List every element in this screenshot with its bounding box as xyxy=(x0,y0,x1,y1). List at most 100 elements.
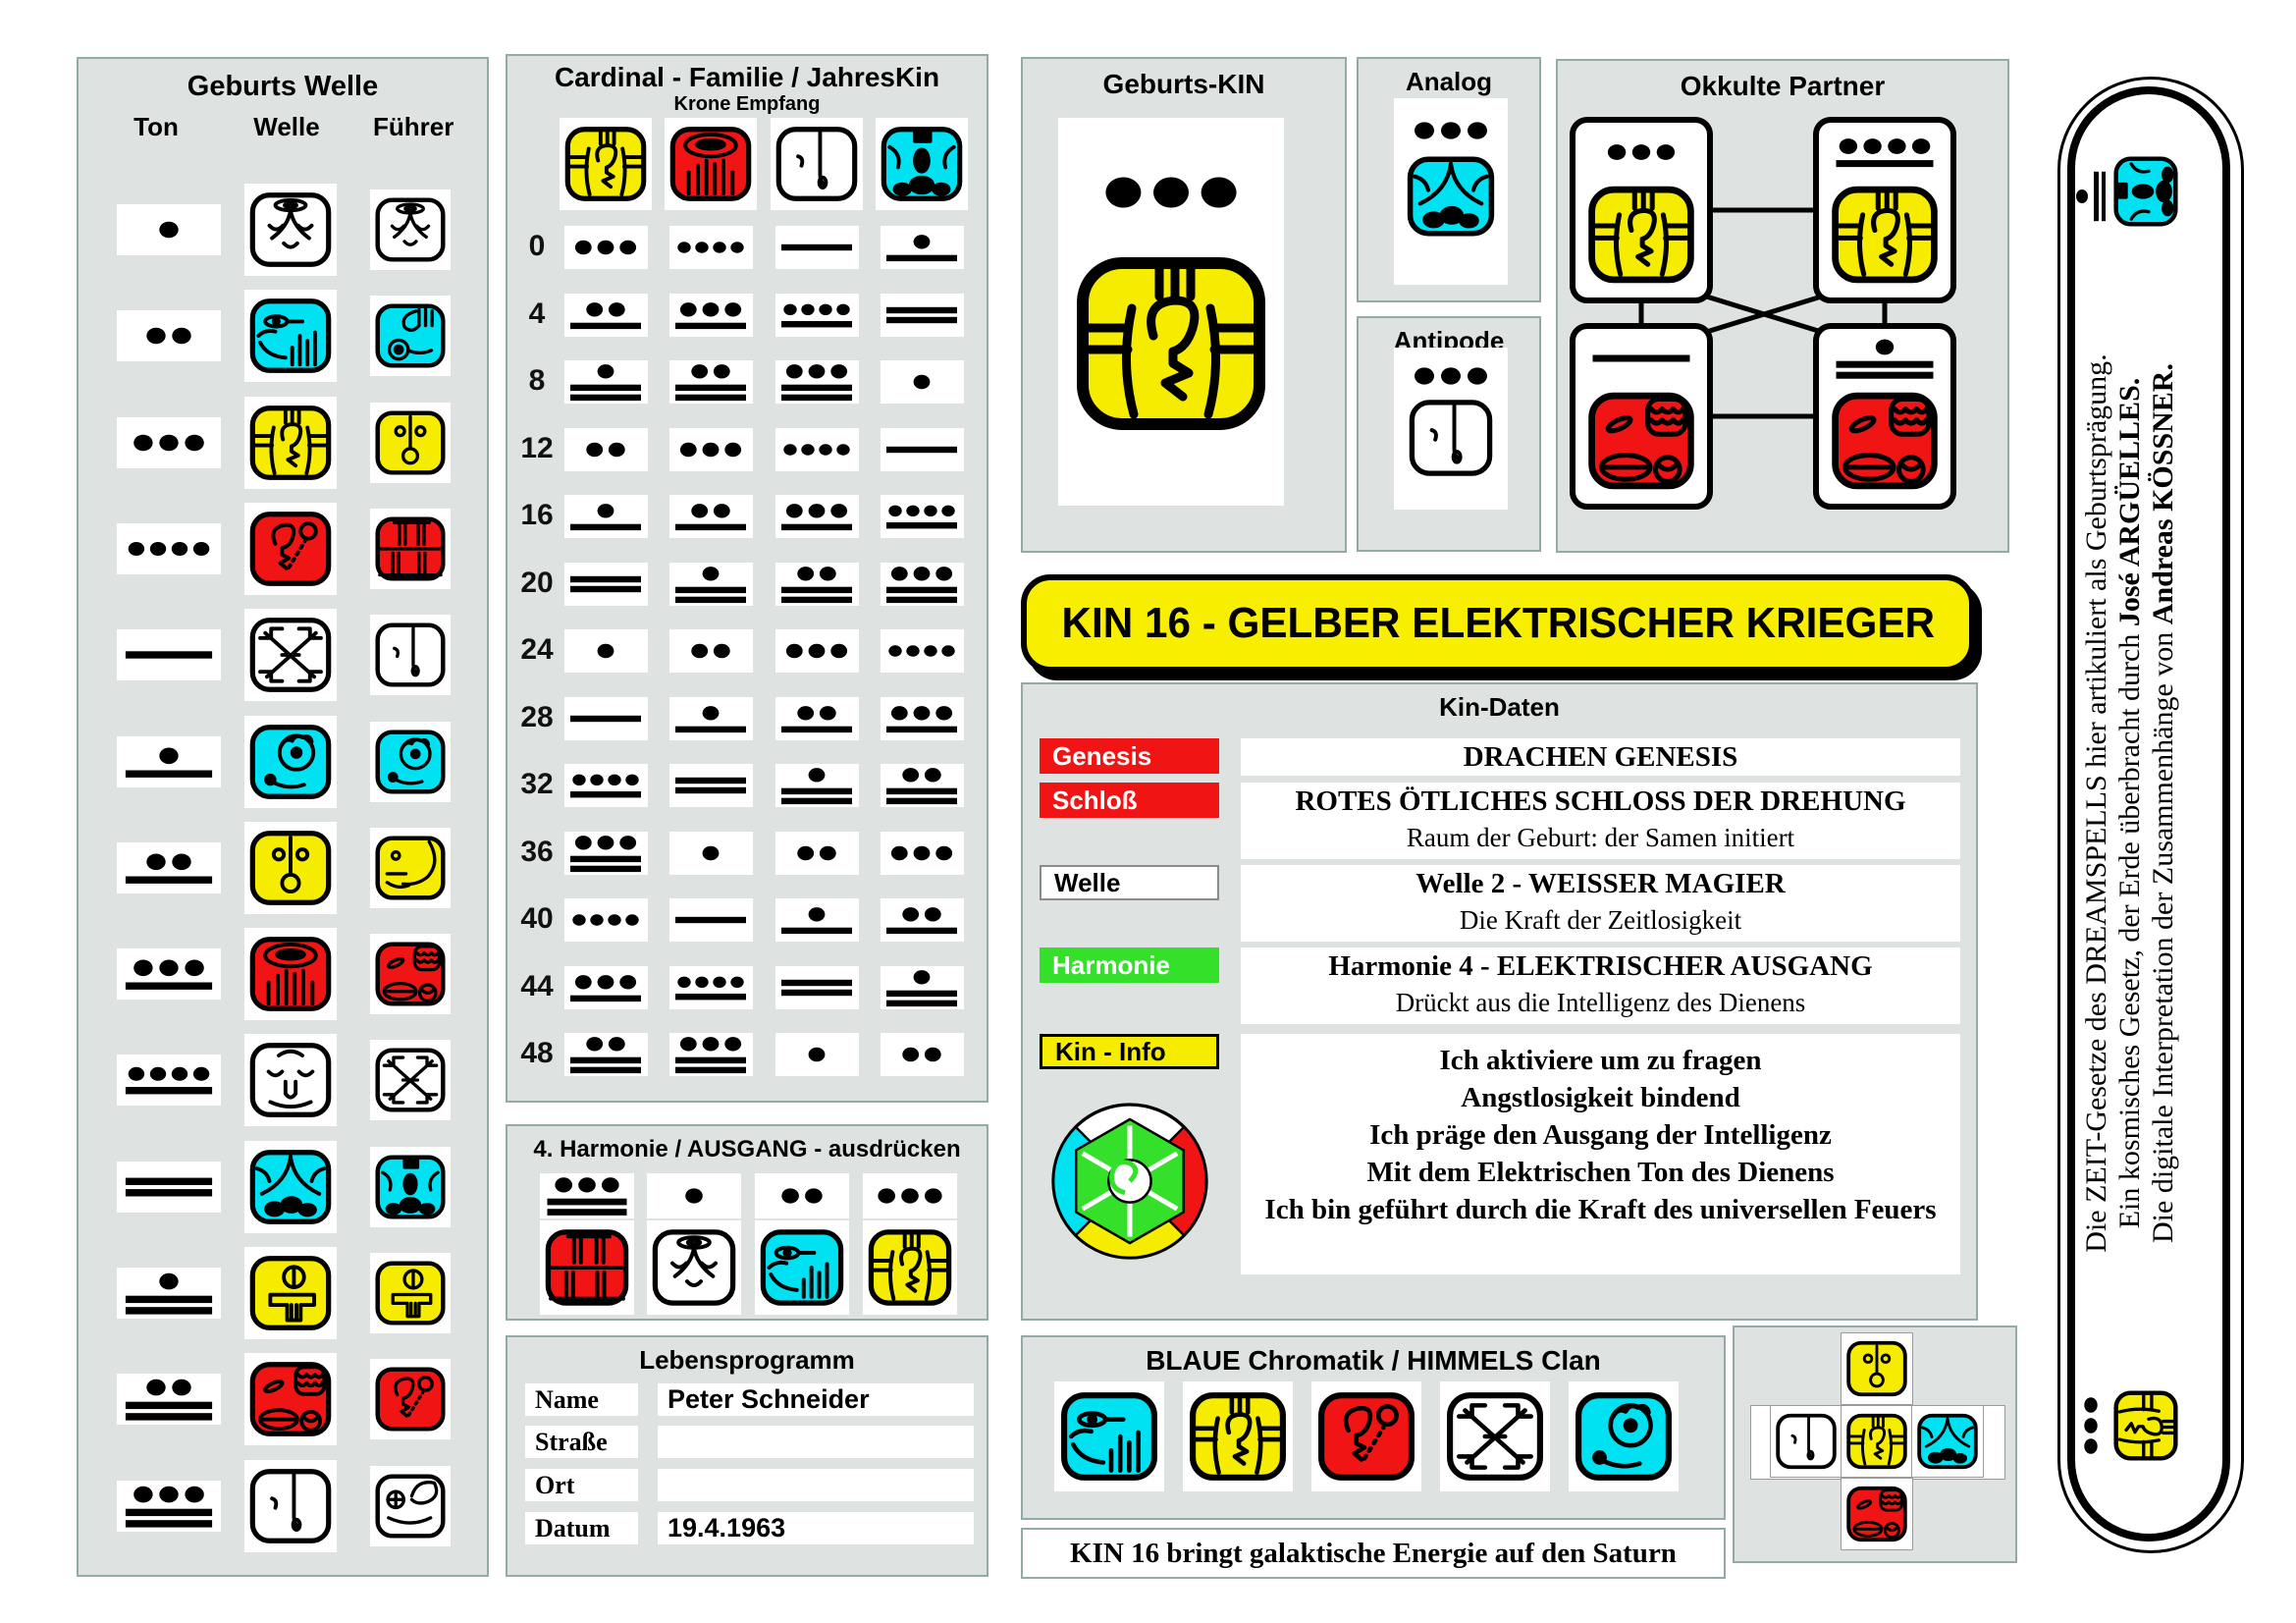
cardinal-tone-cell xyxy=(668,563,753,606)
oracle-cross-panel xyxy=(1733,1325,2017,1563)
kin-daten-chip-schlo[interactable]: Schloß xyxy=(1040,783,1219,818)
oracle-cross-top xyxy=(1841,1332,1913,1405)
tone-7-glyph xyxy=(125,853,213,884)
tone-13-glyph xyxy=(675,1037,746,1074)
tone-9-glyph xyxy=(570,774,641,798)
cardinal-title: Cardinal - Familie / JahresKin xyxy=(554,62,940,92)
tone-8-glyph xyxy=(570,975,641,1002)
harmonie-tone-cell-2 xyxy=(647,1173,741,1218)
krieger-glyph xyxy=(249,406,332,480)
cardinal-tone-cell xyxy=(774,966,859,1009)
ton-cell-row-12 xyxy=(117,1374,221,1425)
sidebar-line-2: Ein kosmisches Gesetz, der Erde überbrac… xyxy=(2113,239,2147,1368)
harmonie-ausgang-panel: 4. Harmonie / AUSGANG - ausdrücken xyxy=(506,1124,988,1321)
tone-8-glyph xyxy=(886,706,957,733)
kin-daten-line: Angstlosigkeit bindend xyxy=(1461,1082,1740,1113)
welle-glyph-cell-row-4 xyxy=(244,503,337,595)
cardinal-tone-cell xyxy=(563,1033,648,1076)
krieger-glyph xyxy=(2113,1390,2178,1461)
himmelswanderer-glyph xyxy=(375,516,446,581)
tone-11-glyph xyxy=(570,364,641,402)
sonne-glyph xyxy=(375,410,446,475)
hand-glyph xyxy=(375,303,446,368)
kin-daten-line: Die Kraft der Zeitlosigkeit xyxy=(1459,905,1742,935)
cardinal-tone-cell xyxy=(668,294,753,337)
geburts-kin-glyph-holder xyxy=(1073,245,1269,442)
cardinal-tone-cell xyxy=(880,226,964,269)
kin-daten-line: Drückt aus die Intelligenz des Dienens xyxy=(1395,988,1806,1017)
kin-daten-chip-kininfo[interactable]: Kin - Info xyxy=(1040,1034,1219,1069)
sidebar-top-glyph-holder xyxy=(2109,155,2182,228)
fuehrer-glyph-cell-row-2 xyxy=(370,296,451,376)
field-input-straße[interactable] xyxy=(658,1426,974,1458)
tone-1-glyph xyxy=(597,643,614,659)
cardinal-tone-cell xyxy=(668,966,753,1009)
ton-cell-row-9 xyxy=(117,1055,221,1106)
cardinal-tone-cell xyxy=(668,898,753,942)
tone-9-glyph xyxy=(675,976,746,1001)
antipode-panel: Antipode xyxy=(1357,316,1541,552)
tone-5-glyph xyxy=(125,651,213,659)
kin-daten-chip-genesis[interactable]: Genesis xyxy=(1040,738,1219,774)
cardinal-tone-cell xyxy=(668,764,753,807)
welle-glyph-cell-row-1 xyxy=(244,184,337,276)
tone-6-glyph xyxy=(570,504,641,531)
sidebar-line-2-strong: José ARGÜELLES. xyxy=(2113,377,2146,627)
field-input-name[interactable]: Peter Schneider xyxy=(658,1383,974,1416)
cardinal-tone-cell xyxy=(880,495,964,538)
cardinal-tone-cell xyxy=(880,697,964,740)
chromatik-glyph-cell-3 xyxy=(1311,1381,1421,1491)
column-header-fuehrer: Führer xyxy=(373,112,454,141)
kin-daten-chip-harmonie[interactable]: Harmonie xyxy=(1040,947,1219,983)
tone-10-glyph xyxy=(675,777,746,794)
weltenbruecker-glyph xyxy=(775,127,858,201)
analog-tone xyxy=(1407,114,1495,147)
okkulte-glyph-holder xyxy=(1586,180,1696,290)
sturm-glyph xyxy=(249,725,332,799)
okkulte-glyph-holder xyxy=(1586,386,1696,496)
cardinal-tone-cell xyxy=(563,294,648,337)
okkulte-card-top-left xyxy=(1570,117,1713,303)
cardinal-tone-cell xyxy=(563,226,648,269)
cardinal-tone-cell xyxy=(880,360,964,404)
kin-daten-value-schlo: ROTES ÖTLICHES SCHLOSS DER DREHUNG Raum d… xyxy=(1241,783,1960,859)
erde-glyph xyxy=(375,1367,446,1432)
chromatik-glyph-cell-4 xyxy=(1440,1381,1550,1491)
schlange-glyph xyxy=(249,1362,332,1436)
tone-13-glyph xyxy=(547,1177,627,1216)
tone-3-glyph xyxy=(785,643,848,659)
tone-3-glyph xyxy=(890,845,953,861)
okkulte-tone xyxy=(1831,131,1939,174)
ton-cell-row-4 xyxy=(117,523,221,574)
kin-number-label: 4 xyxy=(528,298,546,330)
kin-daten-line: ROTES ÖTLICHES SCHLOSS DER DREHUNG xyxy=(1295,785,1906,817)
column-header-ton: Ton xyxy=(133,112,179,141)
tone-3-glyph xyxy=(878,1188,942,1204)
krieger-glyph xyxy=(868,1229,952,1306)
field-input-ort[interactable] xyxy=(658,1469,974,1501)
tone-6-glyph xyxy=(886,235,957,262)
kin-headline-banner: KIN 16 - GELBER ELEKTRISCHER KRIEGER xyxy=(1021,574,1975,673)
krieger-glyph xyxy=(1077,257,1265,430)
weltenbruecker-glyph xyxy=(1776,1413,1837,1470)
welle-glyph-cell-row-11 xyxy=(244,1247,337,1339)
cardinal-header-glyph-1 xyxy=(560,118,652,210)
himmelswanderer-glyph xyxy=(545,1229,629,1306)
harmonie-tone-cell-1 xyxy=(540,1173,634,1218)
spiegel-glyph xyxy=(1447,1392,1543,1481)
ton-cell-row-6 xyxy=(117,736,221,787)
tone-12-glyph xyxy=(675,364,746,402)
cardinal-tone-cell xyxy=(668,629,753,673)
kin-daten-chip-welle[interactable]: Welle xyxy=(1040,865,1219,900)
cardinal-tone-cell xyxy=(880,832,964,875)
field-input-datum[interactable]: 19.4.1963 xyxy=(658,1512,974,1544)
okkulte-tone xyxy=(1587,337,1695,380)
okkulte-tone xyxy=(1587,131,1695,174)
cardinal-tone-cell xyxy=(774,563,859,606)
welle-glyph-cell-row-3 xyxy=(244,397,337,489)
tone-13-glyph xyxy=(125,1486,213,1528)
tone-12-glyph xyxy=(570,1037,641,1074)
tone-12-glyph xyxy=(781,567,852,604)
cardinal-tone-cell xyxy=(563,495,648,538)
cardinal-tone-cell xyxy=(668,1033,753,1076)
